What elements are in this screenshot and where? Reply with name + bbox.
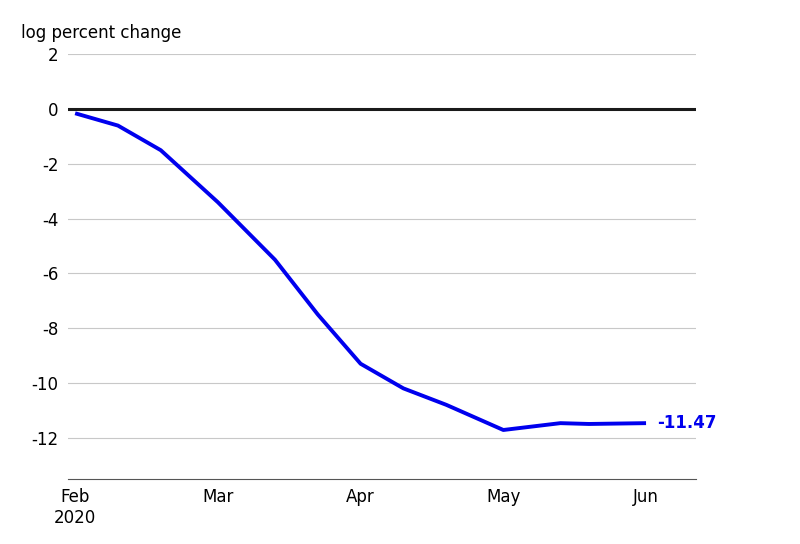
Text: log percent change: log percent change [21, 24, 182, 42]
Text: -11.47: -11.47 [658, 414, 717, 432]
